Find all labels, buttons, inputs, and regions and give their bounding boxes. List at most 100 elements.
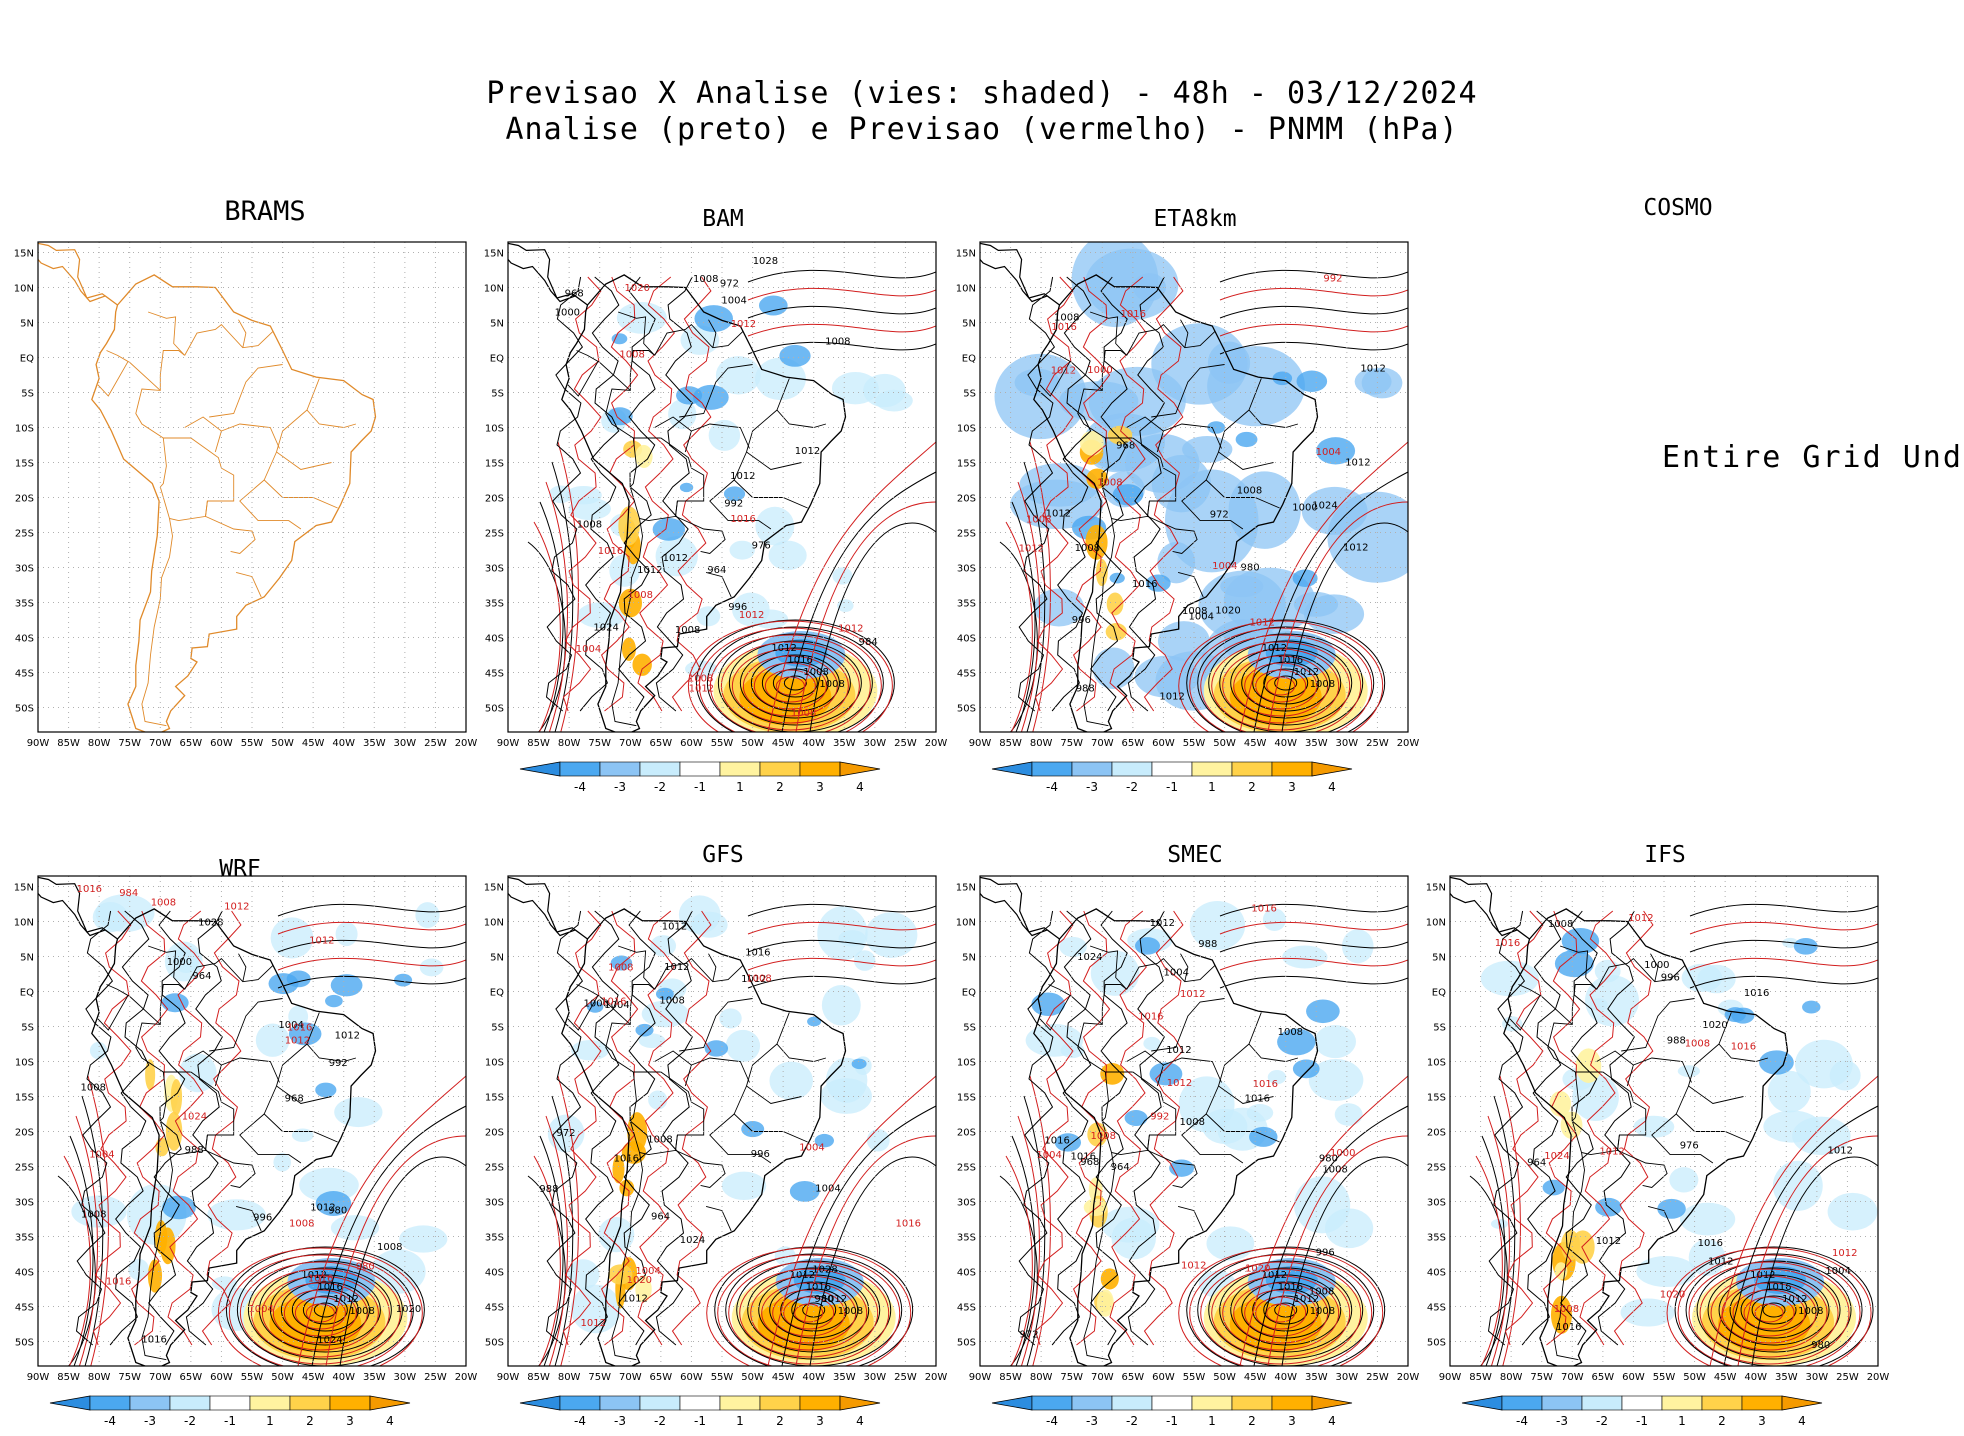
- isobar-atlantic: [747, 323, 936, 337]
- country-border: [1553, 1152, 1585, 1361]
- lat-tick-label: 50S: [1427, 1338, 1446, 1349]
- lat-tick-label: 5S: [963, 389, 976, 400]
- isobar-atlantic-trough: [311, 1105, 466, 1366]
- isobar-label-analysis: 996: [1661, 973, 1680, 984]
- isobar-label-analysis: 1012: [1343, 543, 1368, 554]
- country-border: [679, 998, 753, 1052]
- figure-title-line2: Analise (preto) e Previsao (vermelho) - …: [505, 112, 1459, 147]
- lat-tick-label: 45S: [485, 1303, 504, 1314]
- country-border: [1083, 518, 1115, 727]
- isobar-label-forecast: 1008: [151, 898, 176, 909]
- lat-tick-label: 15S: [485, 1093, 504, 1104]
- bias-blob-strong-negative: [723, 486, 746, 502]
- bias-blob-negative: [1572, 1074, 1619, 1122]
- colorbar-swatch: [129, 1395, 171, 1411]
- isobar-label-analysis: 996: [728, 602, 747, 613]
- lon-tick-label: 75W: [588, 1372, 611, 1383]
- colorbar-swatch: [1231, 761, 1273, 777]
- isobar-label-analysis: 1004: [278, 1020, 303, 1031]
- colorbar-label: 2: [776, 780, 784, 794]
- isobar-label-forecast: 1000: [1330, 1148, 1355, 1159]
- lon-tick-label: 90W: [497, 738, 520, 749]
- lat-tick-label: 50S: [485, 1338, 504, 1349]
- country-border: [708, 319, 717, 348]
- bias-blob-negative: [769, 1061, 813, 1100]
- colorbar: -4 -3 -2 -1 1 2 3 4: [1461, 1395, 1823, 1428]
- bias-blob-negative: [291, 1128, 314, 1143]
- colorbar-label: 1: [266, 1414, 274, 1428]
- colorbar: -4 -3 -2 -1 1 2 3 4: [519, 761, 881, 794]
- bias-blob-negative: [1151, 454, 1211, 513]
- bias-blob-negative: [566, 1259, 600, 1290]
- lat-tick-label: 45S: [15, 669, 34, 680]
- map-panel-wrf: 1012101610121008101210081008101210161008…: [14, 875, 477, 1428]
- isobar-label-forecast: 1004: [1316, 447, 1341, 458]
- isobar-label-analysis: 996: [1072, 615, 1091, 626]
- isobar-analysis-low: [1274, 1302, 1298, 1318]
- lon-tick-label: 35W: [833, 738, 856, 749]
- lon-tick-label: 80W: [558, 1372, 581, 1383]
- lon-tick-label: 60W: [1622, 1372, 1645, 1383]
- coastline-south-america: [1033, 908, 1319, 1366]
- lat-tick-label: 20S: [485, 1128, 504, 1139]
- isobar-label-analysis: 968: [565, 289, 584, 300]
- isobar-andes: [1543, 910, 1581, 1346]
- bias-blob-strong-negative: [1292, 1059, 1320, 1079]
- isobar-andes: [1034, 276, 1074, 712]
- colorbar-label: -2: [654, 1414, 666, 1428]
- isobar-atlantic-trough: [809, 522, 936, 732]
- lon-tick-label: 30W: [1806, 1372, 1829, 1383]
- lon-tick-label: 55W: [711, 1372, 734, 1383]
- colorbar-label: 3: [1758, 1414, 1766, 1428]
- isobar-label-analysis: 1012: [1294, 1294, 1319, 1305]
- isobar-atlantic-trough: [339, 1156, 466, 1366]
- lat-tick-label: 10S: [957, 1058, 976, 1069]
- isobar-pacific-high: [1469, 1175, 1508, 1366]
- colorbar-label: 2: [306, 1414, 314, 1428]
- country-border: [1083, 1152, 1115, 1361]
- country-border: [1651, 1113, 1714, 1164]
- lon-tick-label: 30W: [394, 738, 417, 749]
- isobar-forecast-low: [1222, 648, 1340, 724]
- bias-blob-strong-negative: [851, 1058, 867, 1070]
- colorbar-swatch: [169, 1395, 211, 1411]
- isobar-andes: [201, 910, 242, 1346]
- country-border: [654, 957, 744, 990]
- bias-blob-strong-negative: [325, 994, 343, 1008]
- lat-tick-label: 35S: [15, 1233, 34, 1244]
- country-border: [97, 995, 129, 1031]
- isobar-forecast-low: [706, 1247, 912, 1366]
- bias-blob-strong-negative: [1149, 1062, 1183, 1086]
- country-border: [1547, 984, 1597, 1073]
- lon-tick-label: 90W: [27, 1372, 50, 1383]
- isobar-atlantic-trough: [297, 1075, 466, 1366]
- isobar-andes: [637, 910, 675, 1346]
- lon-tick-label: 45W: [302, 738, 325, 749]
- isobar-label-analysis: 976: [1680, 1140, 1699, 1151]
- isobar-label-forecast: 1020: [1245, 1264, 1270, 1275]
- lat-tick-label: 45S: [1427, 1303, 1446, 1314]
- country-border: [147, 945, 186, 990]
- isobar-atlantic: [1689, 957, 1878, 971]
- isobar-label-analysis: 996: [253, 1212, 272, 1223]
- country-border: [147, 311, 186, 356]
- country-border: [776, 1012, 827, 1062]
- lon-tick-label: 60W: [1152, 1372, 1175, 1383]
- isobar-atlantic: [277, 957, 466, 971]
- isobar-label-analysis: 1008: [803, 667, 828, 678]
- lon-tick-label: 60W: [680, 1372, 703, 1383]
- country-border: [705, 571, 732, 598]
- lon-tick-label: 90W: [969, 1372, 992, 1383]
- isobar-label-analysis: 1008: [1237, 485, 1262, 496]
- lat-tick-label: 15S: [957, 1093, 976, 1104]
- isobar-forecast-low: [1233, 1282, 1329, 1344]
- country-border: [611, 1152, 643, 1361]
- isobar-pacific-high: [1011, 1135, 1036, 1366]
- country-border: [97, 361, 129, 397]
- isobar-andes: [1109, 276, 1147, 712]
- isobar-label-analysis: 1008: [81, 1082, 106, 1093]
- isobar-label-analysis: 1000: [584, 999, 609, 1010]
- lon-tick-label: 50W: [1213, 738, 1236, 749]
- bias-blob-negative: [1228, 471, 1301, 549]
- lat-tick-label: 50S: [957, 1338, 976, 1349]
